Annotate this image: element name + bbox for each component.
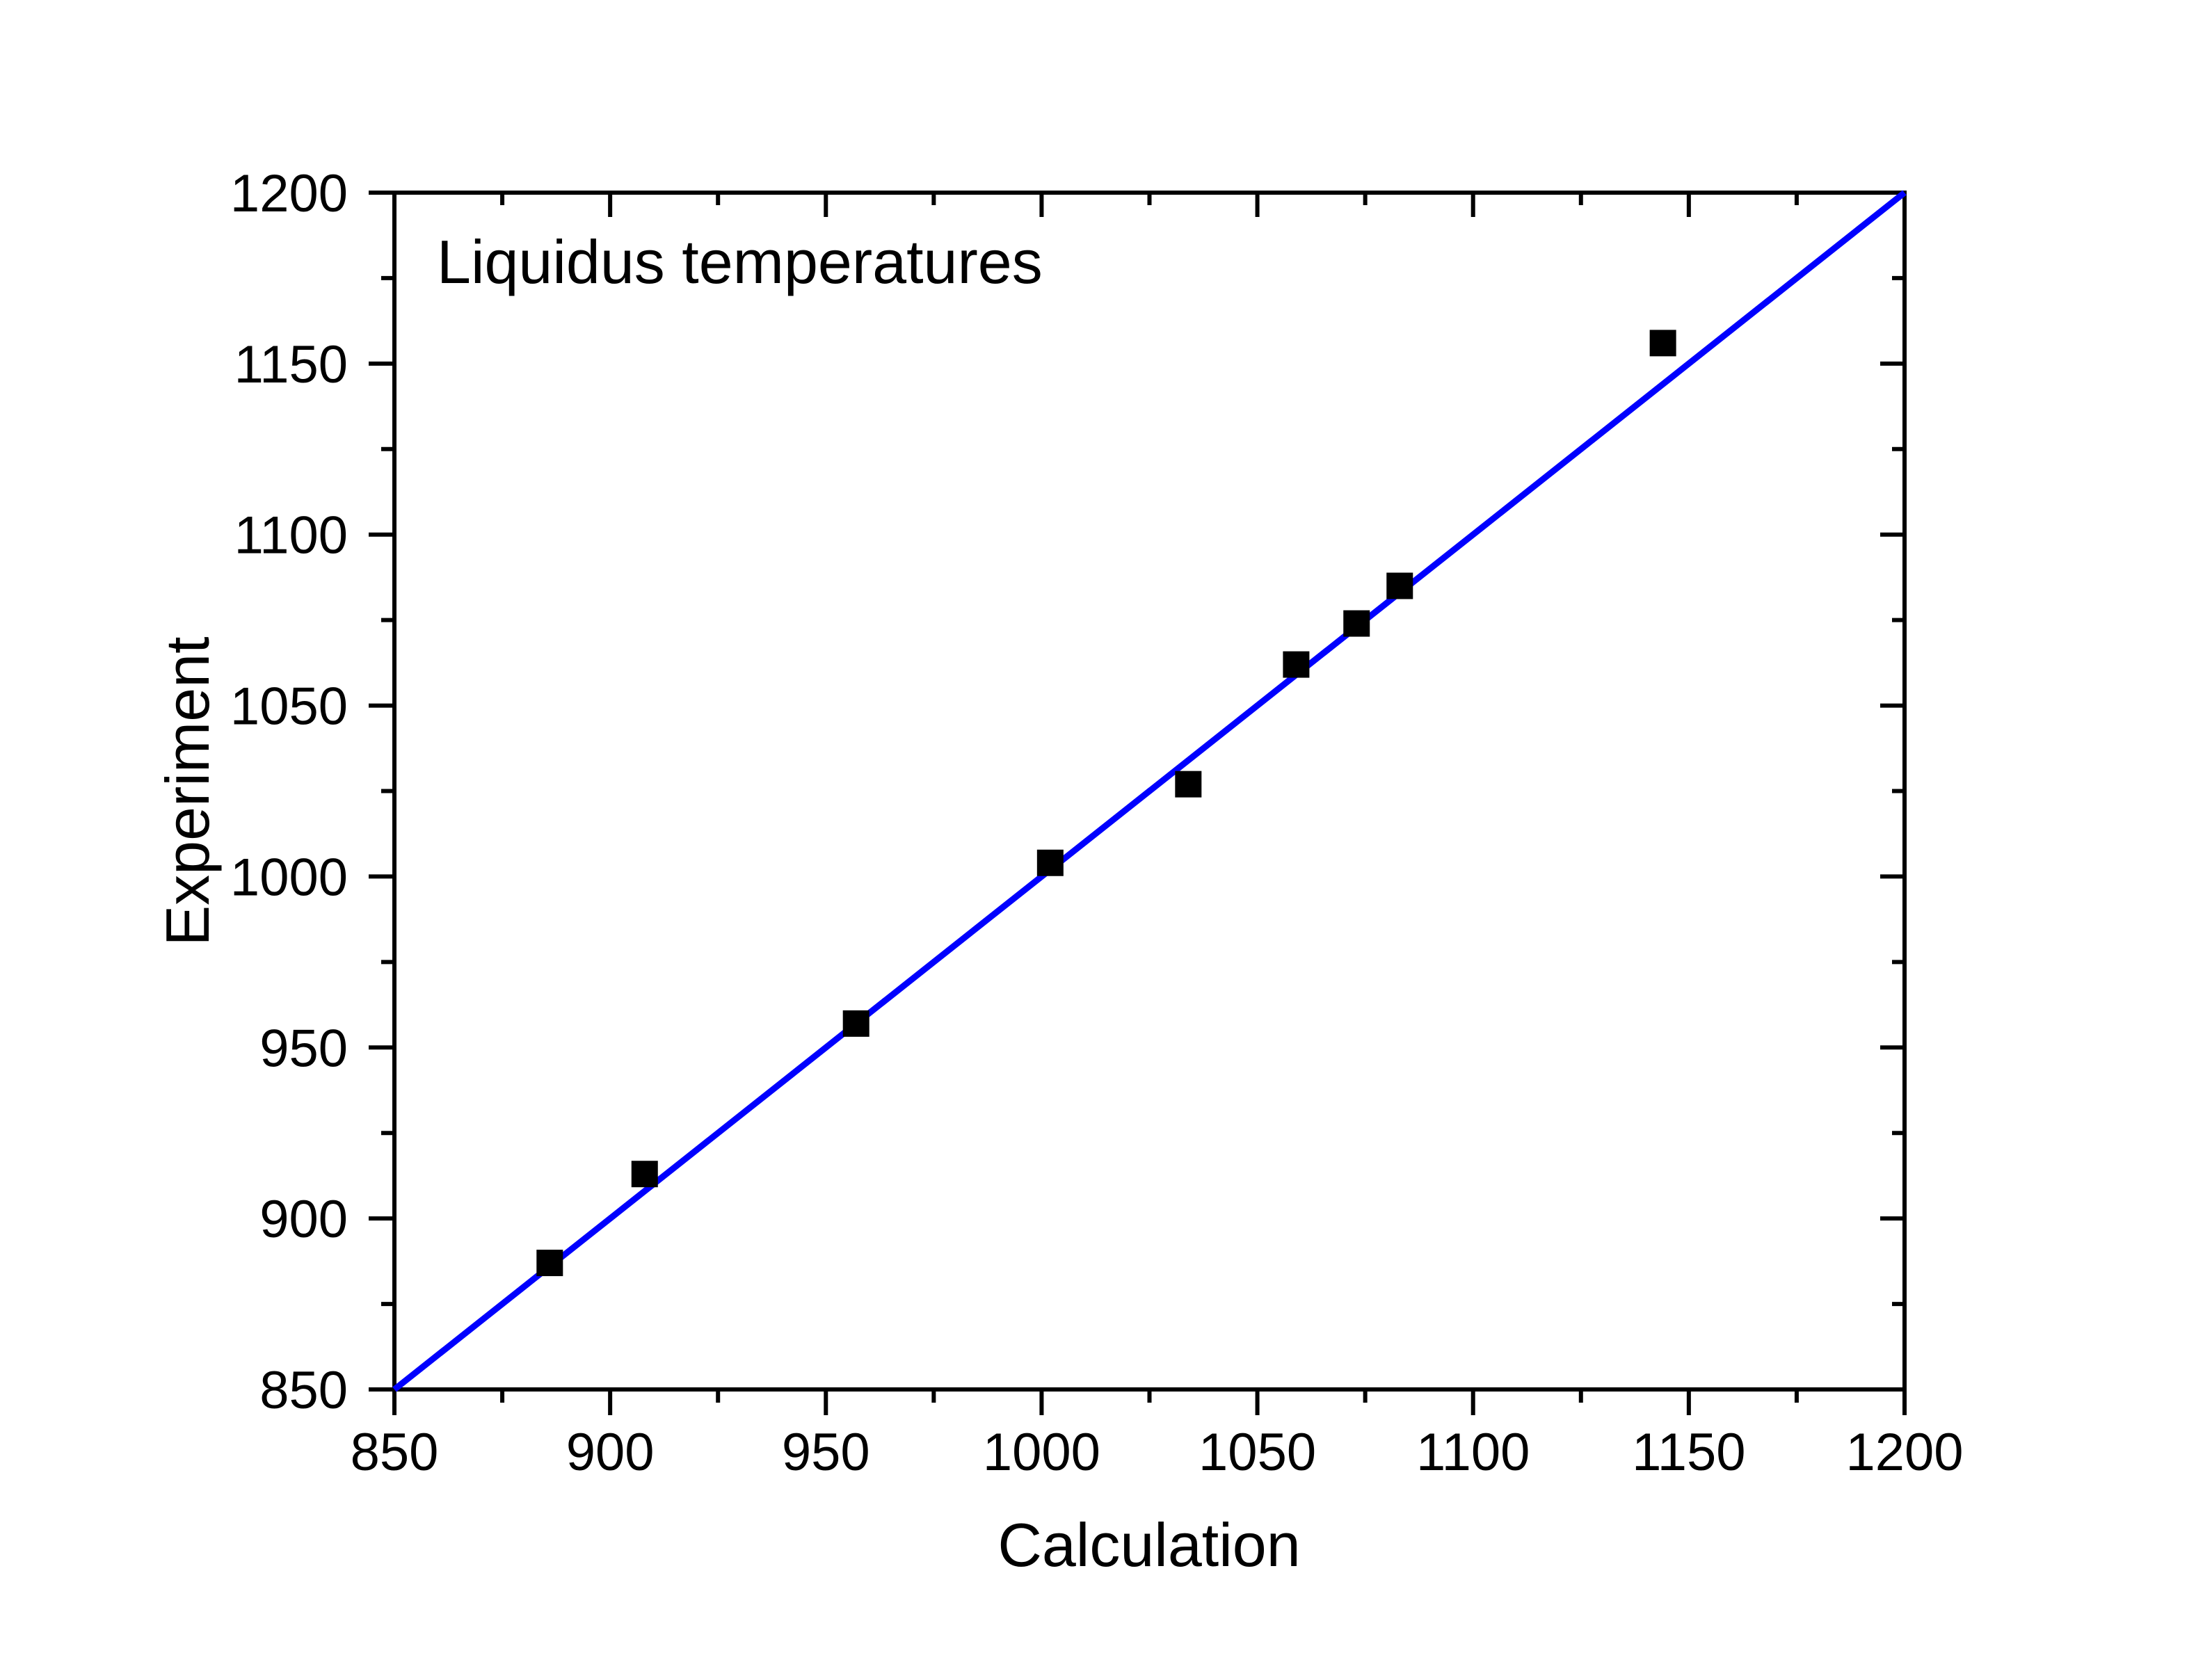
x-tick-label: 1100	[1416, 1423, 1530, 1482]
y-tick-label: 1050	[230, 677, 348, 736]
chart-title: Liquidus temperatures	[437, 227, 1043, 296]
x-tick-label: 1050	[1199, 1423, 1316, 1482]
y-tick-label: 1150	[234, 335, 348, 394]
y-axis-title: Experiment	[153, 636, 222, 946]
data-layer	[392, 190, 1907, 1392]
x-tick-label: 1000	[983, 1423, 1100, 1482]
y-tick-label: 1200	[230, 164, 348, 223]
x-axis-title: Calculation	[997, 1510, 1300, 1579]
x-tick-label: 900	[566, 1423, 655, 1482]
x-tick-label: 950	[782, 1423, 870, 1482]
identity-line	[392, 190, 1907, 1392]
y-tick-label: 900	[259, 1190, 348, 1249]
y-tick-label: 950	[259, 1019, 348, 1078]
data-point	[1175, 771, 1202, 798]
y-tick-label: 1100	[234, 506, 348, 565]
data-point	[631, 1161, 658, 1188]
data-point	[1343, 610, 1370, 637]
x-tick-label: 1150	[1632, 1423, 1745, 1482]
data-point	[536, 1250, 563, 1277]
y-tick-label: 1000	[230, 848, 348, 907]
data-point	[1649, 330, 1676, 357]
axes-layer: 850 900 950 1000 1050 1100 1150 1200 850 900 950 10…	[230, 164, 1964, 1482]
data-point	[1386, 572, 1413, 599]
data-point	[1283, 651, 1310, 678]
x-tick-label: 1200	[1845, 1423, 1963, 1482]
x-tick-label: 850	[351, 1423, 439, 1482]
data-point	[842, 1010, 869, 1037]
data-point	[1036, 849, 1064, 876]
y-tick-label: 850	[259, 1361, 348, 1420]
